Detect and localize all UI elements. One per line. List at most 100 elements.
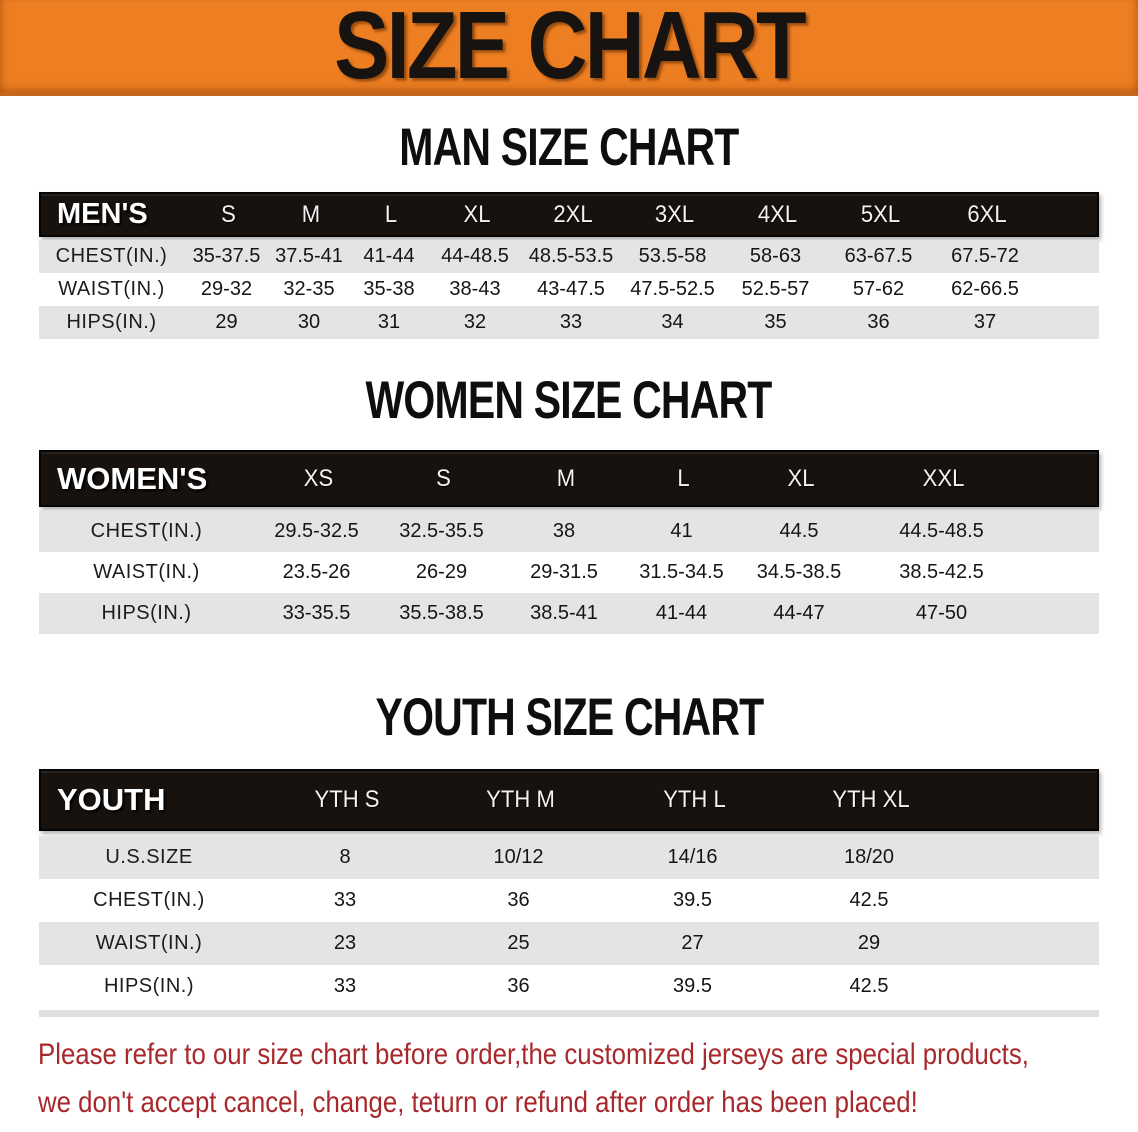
table-header-label: WOMEN'S [57,460,208,496]
size-value-cell: 41 [670,520,693,542]
header-size-label: XL [463,200,491,228]
size-value-cell: 43-47.5 [537,278,605,300]
table-row: CHEST(IN.) 29.5-32.5 32.5-35.5 38 41 44.5 44.5… [39,511,1099,552]
size-value-cell: 29-31.5 [530,561,598,583]
header-size-label: 5XL [860,200,901,228]
size-value-cell: 23.5-26 [282,561,351,583]
filler-cell [1040,240,1099,273]
size-value-cell: 63-67.5 [844,245,913,267]
men-chart-heading-text: MAN SIZE CHART [399,117,739,177]
header-size-label: L [384,200,398,228]
men-table-body: CHEST(IN.) 35-37.5 37.5-41 41-44 44-48.5 48.5… [39,240,1099,339]
size-value-cell: 42.5 [849,889,889,911]
size-value-cell: 32.5-35.5 [399,520,484,542]
youth-chart-heading-text: YOUTH SIZE CHART [375,687,764,747]
size-value-cell: 34.5-38.5 [756,561,842,583]
row-label-cell: HIPS(IN.) [101,602,192,624]
header-size-label: M [301,200,321,228]
size-value-cell: 26-29 [415,561,468,583]
table-row: HIPS(IN.) 29 30 31 32 33 34 35 36 37 [39,306,1099,339]
size-value-cell: 18/20 [843,846,895,868]
table-header-label: YOUTH [57,782,166,817]
size-value-cell: 32-35 [283,278,335,300]
size-value-cell: 33 [333,975,357,997]
header-size-label: S [436,464,451,492]
size-value-cell: 48.5-53.5 [528,245,614,267]
filler-cell [1024,593,1099,634]
size-value-cell: 44-48.5 [441,245,509,267]
row-label-cell: WAIST(IN.) [58,278,165,300]
header-size-label: S [221,200,236,228]
men-table-header-bar: MEN'S S M L XL 2XL 3XL 4XL 5XL 6XL [39,192,1099,237]
size-value-cell: 44.5 [779,520,819,542]
header-size-label: XXL [922,464,965,492]
size-value-cell: 31.5-34.5 [639,561,724,583]
size-value-cell: 34 [661,311,684,333]
size-value-cell: 35-37.5 [192,245,261,267]
youth-table-header-bar: YOUTH YTH S YTH M YTH L YTH XL [39,769,1099,831]
header-size-label: 6XL [967,200,1007,228]
row-label-cell: WAIST(IN.) [95,932,203,954]
header-size-label: 4XL [757,200,798,228]
table-row: WAIST(IN.) 23 25 27 29 [39,922,1099,965]
size-value-cell: 33 [333,889,357,911]
header-size-label: YTH M [486,786,555,813]
banner-title: SIZE CHART [334,0,807,99]
size-value-cell: 36 [507,975,530,997]
row-label-cell: CHEST(IN.) [90,520,203,542]
size-value-cell: 36 [507,889,530,911]
table-row: HIPS(IN.) 33-35.5 35.5-38.5 38.5-41 41-44 44-… [39,593,1099,634]
youth-table-body: U.S.SIZE 8 10/12 14/16 18/20 CHEST(IN.) 33 36 39… [39,836,1099,1008]
table-row: U.S.SIZE 8 10/12 14/16 18/20 [39,836,1099,879]
size-value-cell: 29 [215,311,238,333]
women-chart-heading: WOMEN SIZE CHART [0,371,1138,430]
size-value-cell: 25 [507,932,530,954]
size-value-cell: 35 [764,311,787,333]
size-value-cell: 41-44 [363,245,415,267]
row-label-cell: HIPS(IN.) [103,975,195,997]
size-value-cell: 29 [857,932,881,954]
size-value-cell: 39.5 [673,975,712,997]
filler-cell [1040,273,1099,306]
size-value-cell: 33 [559,311,583,333]
size-value-cell: 38.5-42.5 [899,561,984,583]
size-chart-banner: SIZE CHART [0,0,1138,99]
size-value-cell: 14/16 [667,846,718,868]
size-value-cell: 67.5-72 [951,245,1019,267]
size-value-cell: 38.5-41 [530,602,598,624]
table-header-label: MEN'S [57,198,148,230]
size-value-cell: 38 [552,520,576,542]
filler-cell [959,965,1099,1008]
size-value-cell: 58-63 [749,245,802,267]
table-bottom-strip [39,1010,1099,1017]
size-value-cell: 62-66.5 [951,278,1019,300]
youth-size-table: YOUTH YTH S YTH M YTH L YTH XL U.S.SIZE 8 10/1… [39,769,1099,1017]
size-value-cell: 30 [297,311,321,333]
header-size-label: L [677,464,690,492]
size-value-cell: 53.5-58 [638,245,707,267]
header-size-label: 3XL [654,200,695,228]
size-value-cell: 33-35.5 [282,602,351,624]
header-size-label: XL [787,464,815,492]
men-size-table: MEN'S S M L XL 2XL 3XL 4XL 5XL 6XL CHEST(IN.) 35-3… [39,192,1099,339]
size-value-cell: 37 [973,311,997,333]
header-size-label: M [556,464,576,492]
row-label-cell: WAIST(IN.) [93,561,200,583]
filler-cell [1040,306,1099,339]
row-label-cell: U.S.SIZE [105,846,193,868]
size-value-cell: 32 [463,311,487,333]
size-value-cell: 44-47 [773,602,825,624]
table-row: CHEST(IN.) 35-37.5 37.5-41 41-44 44-48.5 48.5… [39,240,1099,273]
size-value-cell: 52.5-57 [741,278,810,300]
size-value-cell: 29-32 [200,278,253,300]
size-value-cell: 37.5-41 [275,245,343,267]
header-size-label: 2XL [553,200,593,228]
size-value-cell: 39.5 [673,889,712,911]
table-row: CHEST(IN.) 33 36 39.5 42.5 [39,879,1099,922]
row-label-cell: HIPS(IN.) [66,311,157,333]
table-row: WAIST(IN.) 29-32 32-35 35-38 38-43 43-47.5 47.… [39,273,1099,306]
women-table-header-bar: WOMEN'S XS S M L XL XXL [39,450,1099,507]
women-size-table: WOMEN'S XS S M L XL XXL CHEST(IN.) 29.5-32.5 32.… [39,450,1099,634]
size-value-cell: 27 [681,932,704,954]
